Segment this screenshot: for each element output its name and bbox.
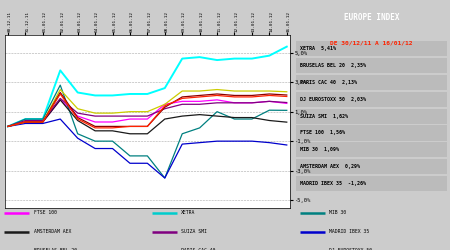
Text: BRUSELAS BEL 20  2,35%: BRUSELAS BEL 20 2,35% [301,63,366,68]
Text: MIB 30: MIB 30 [329,210,346,215]
Text: XETRA  5,41%: XETRA 5,41% [301,46,337,51]
FancyBboxPatch shape [296,125,447,140]
FancyBboxPatch shape [296,58,447,73]
FancyBboxPatch shape [296,108,447,124]
FancyBboxPatch shape [296,75,447,90]
Text: MADRID IBEX 35  -1,26%: MADRID IBEX 35 -1,26% [301,181,366,186]
Text: SUIZA SMI: SUIZA SMI [181,229,207,234]
FancyBboxPatch shape [296,41,447,56]
Text: DE 30/12/11 A 16/01/12: DE 30/12/11 A 16/01/12 [330,40,413,45]
Text: AMSTERDAM AEX: AMSTERDAM AEX [34,229,71,234]
Text: EUROPE INDEX: EUROPE INDEX [343,13,399,22]
Text: DJ EUROSTOXX 50  2,03%: DJ EUROSTOXX 50 2,03% [301,97,366,102]
FancyBboxPatch shape [296,92,447,107]
Text: FTSE 100  1,56%: FTSE 100 1,56% [301,130,346,136]
FancyBboxPatch shape [296,142,447,158]
Text: MIB 30  1,09%: MIB 30 1,09% [301,147,339,152]
Text: FTSE 100: FTSE 100 [34,210,57,215]
Text: PARIS CAC 40  2,13%: PARIS CAC 40 2,13% [301,80,357,85]
Text: AMSTERDAM AEX  0,29%: AMSTERDAM AEX 0,29% [301,164,360,169]
FancyBboxPatch shape [296,176,447,191]
Text: BRUSELAS BEL 20: BRUSELAS BEL 20 [34,248,76,250]
Text: MADRID IBEX 35: MADRID IBEX 35 [329,229,369,234]
Text: DJ EUROSTOXX 50: DJ EUROSTOXX 50 [329,248,372,250]
Text: PARIS CAC 40: PARIS CAC 40 [181,248,216,250]
Text: SUIZA SMI  1,62%: SUIZA SMI 1,62% [301,114,348,118]
Text: XETRA: XETRA [181,210,196,215]
FancyBboxPatch shape [296,159,447,174]
